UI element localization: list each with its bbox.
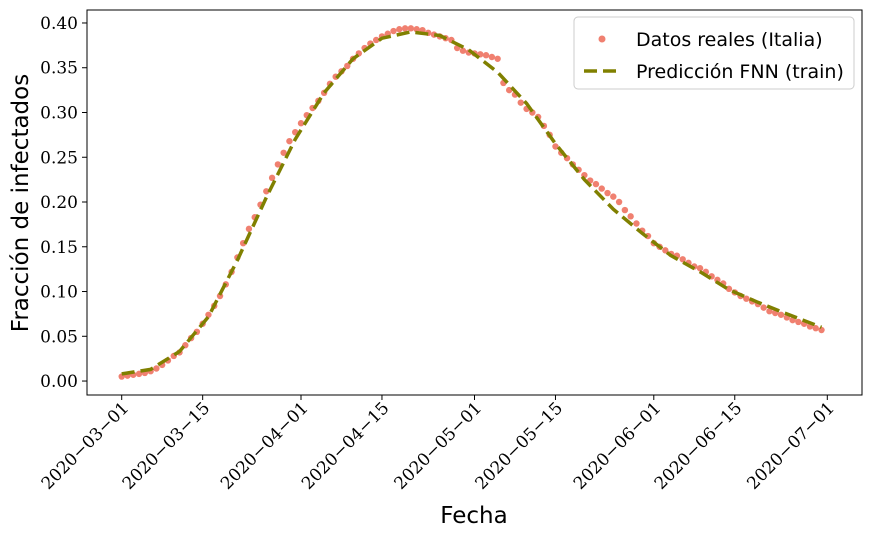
data-point: [627, 213, 634, 220]
y-axis-label: Fracción de infectados: [8, 74, 34, 332]
data-point: [517, 99, 524, 106]
x-tick-label: 2020−07−01: [743, 398, 838, 493]
data-point: [407, 25, 415, 32]
data-point: [280, 149, 287, 156]
data-point: [153, 365, 160, 372]
data-point: [494, 55, 501, 62]
data-point: [812, 325, 819, 332]
y-tick-label: 0.15: [40, 238, 78, 258]
legend-label: Predicción FNN (train): [636, 61, 844, 83]
x-axis-label: Fecha: [440, 503, 507, 529]
y-tick-label: 0.35: [40, 59, 78, 79]
data-point: [390, 27, 397, 35]
y-tick-label: 0.10: [40, 283, 78, 303]
data-point: [604, 189, 611, 197]
data-point: [743, 295, 750, 302]
legend-marker: [598, 35, 606, 43]
data-point: [245, 225, 253, 233]
y-tick-label: 0.30: [40, 103, 78, 123]
data-point: [598, 185, 605, 192]
data-point: [263, 188, 270, 195]
data-point: [633, 220, 640, 227]
data-point: [297, 120, 305, 127]
legend-box: [573, 16, 855, 90]
y-tick-label: 0.00: [40, 372, 78, 392]
data-point: [592, 180, 600, 188]
data-point: [344, 62, 351, 70]
legend-label: Datos reales (Italia): [636, 29, 823, 51]
data-point: [372, 36, 380, 44]
data-point: [459, 47, 467, 54]
data-point: [274, 161, 282, 168]
data-point: [615, 198, 623, 206]
data-point: [482, 52, 490, 59]
y-tick-label: 0.05: [40, 327, 78, 347]
data-point: [286, 137, 293, 145]
data-point: [488, 53, 496, 61]
data-point: [818, 326, 825, 334]
data-point: [401, 25, 409, 32]
data-point: [777, 311, 785, 318]
prediction-line: [121, 30, 823, 376]
data-point: [610, 193, 617, 200]
y-tick-label: 0.40: [40, 14, 78, 34]
data-point: [679, 256, 686, 263]
data-point: [766, 308, 773, 315]
data-point: [413, 26, 420, 33]
data-point: [135, 370, 143, 378]
data-point: [268, 174, 276, 182]
data-point: [662, 247, 669, 254]
data-point: [696, 265, 704, 272]
data-point: [621, 206, 629, 214]
y-tick-label: 0.25: [40, 148, 78, 168]
y-tick-label: 0.20: [40, 193, 78, 213]
data-point: [760, 304, 767, 311]
data-point: [396, 26, 403, 33]
data-point: [795, 318, 802, 326]
